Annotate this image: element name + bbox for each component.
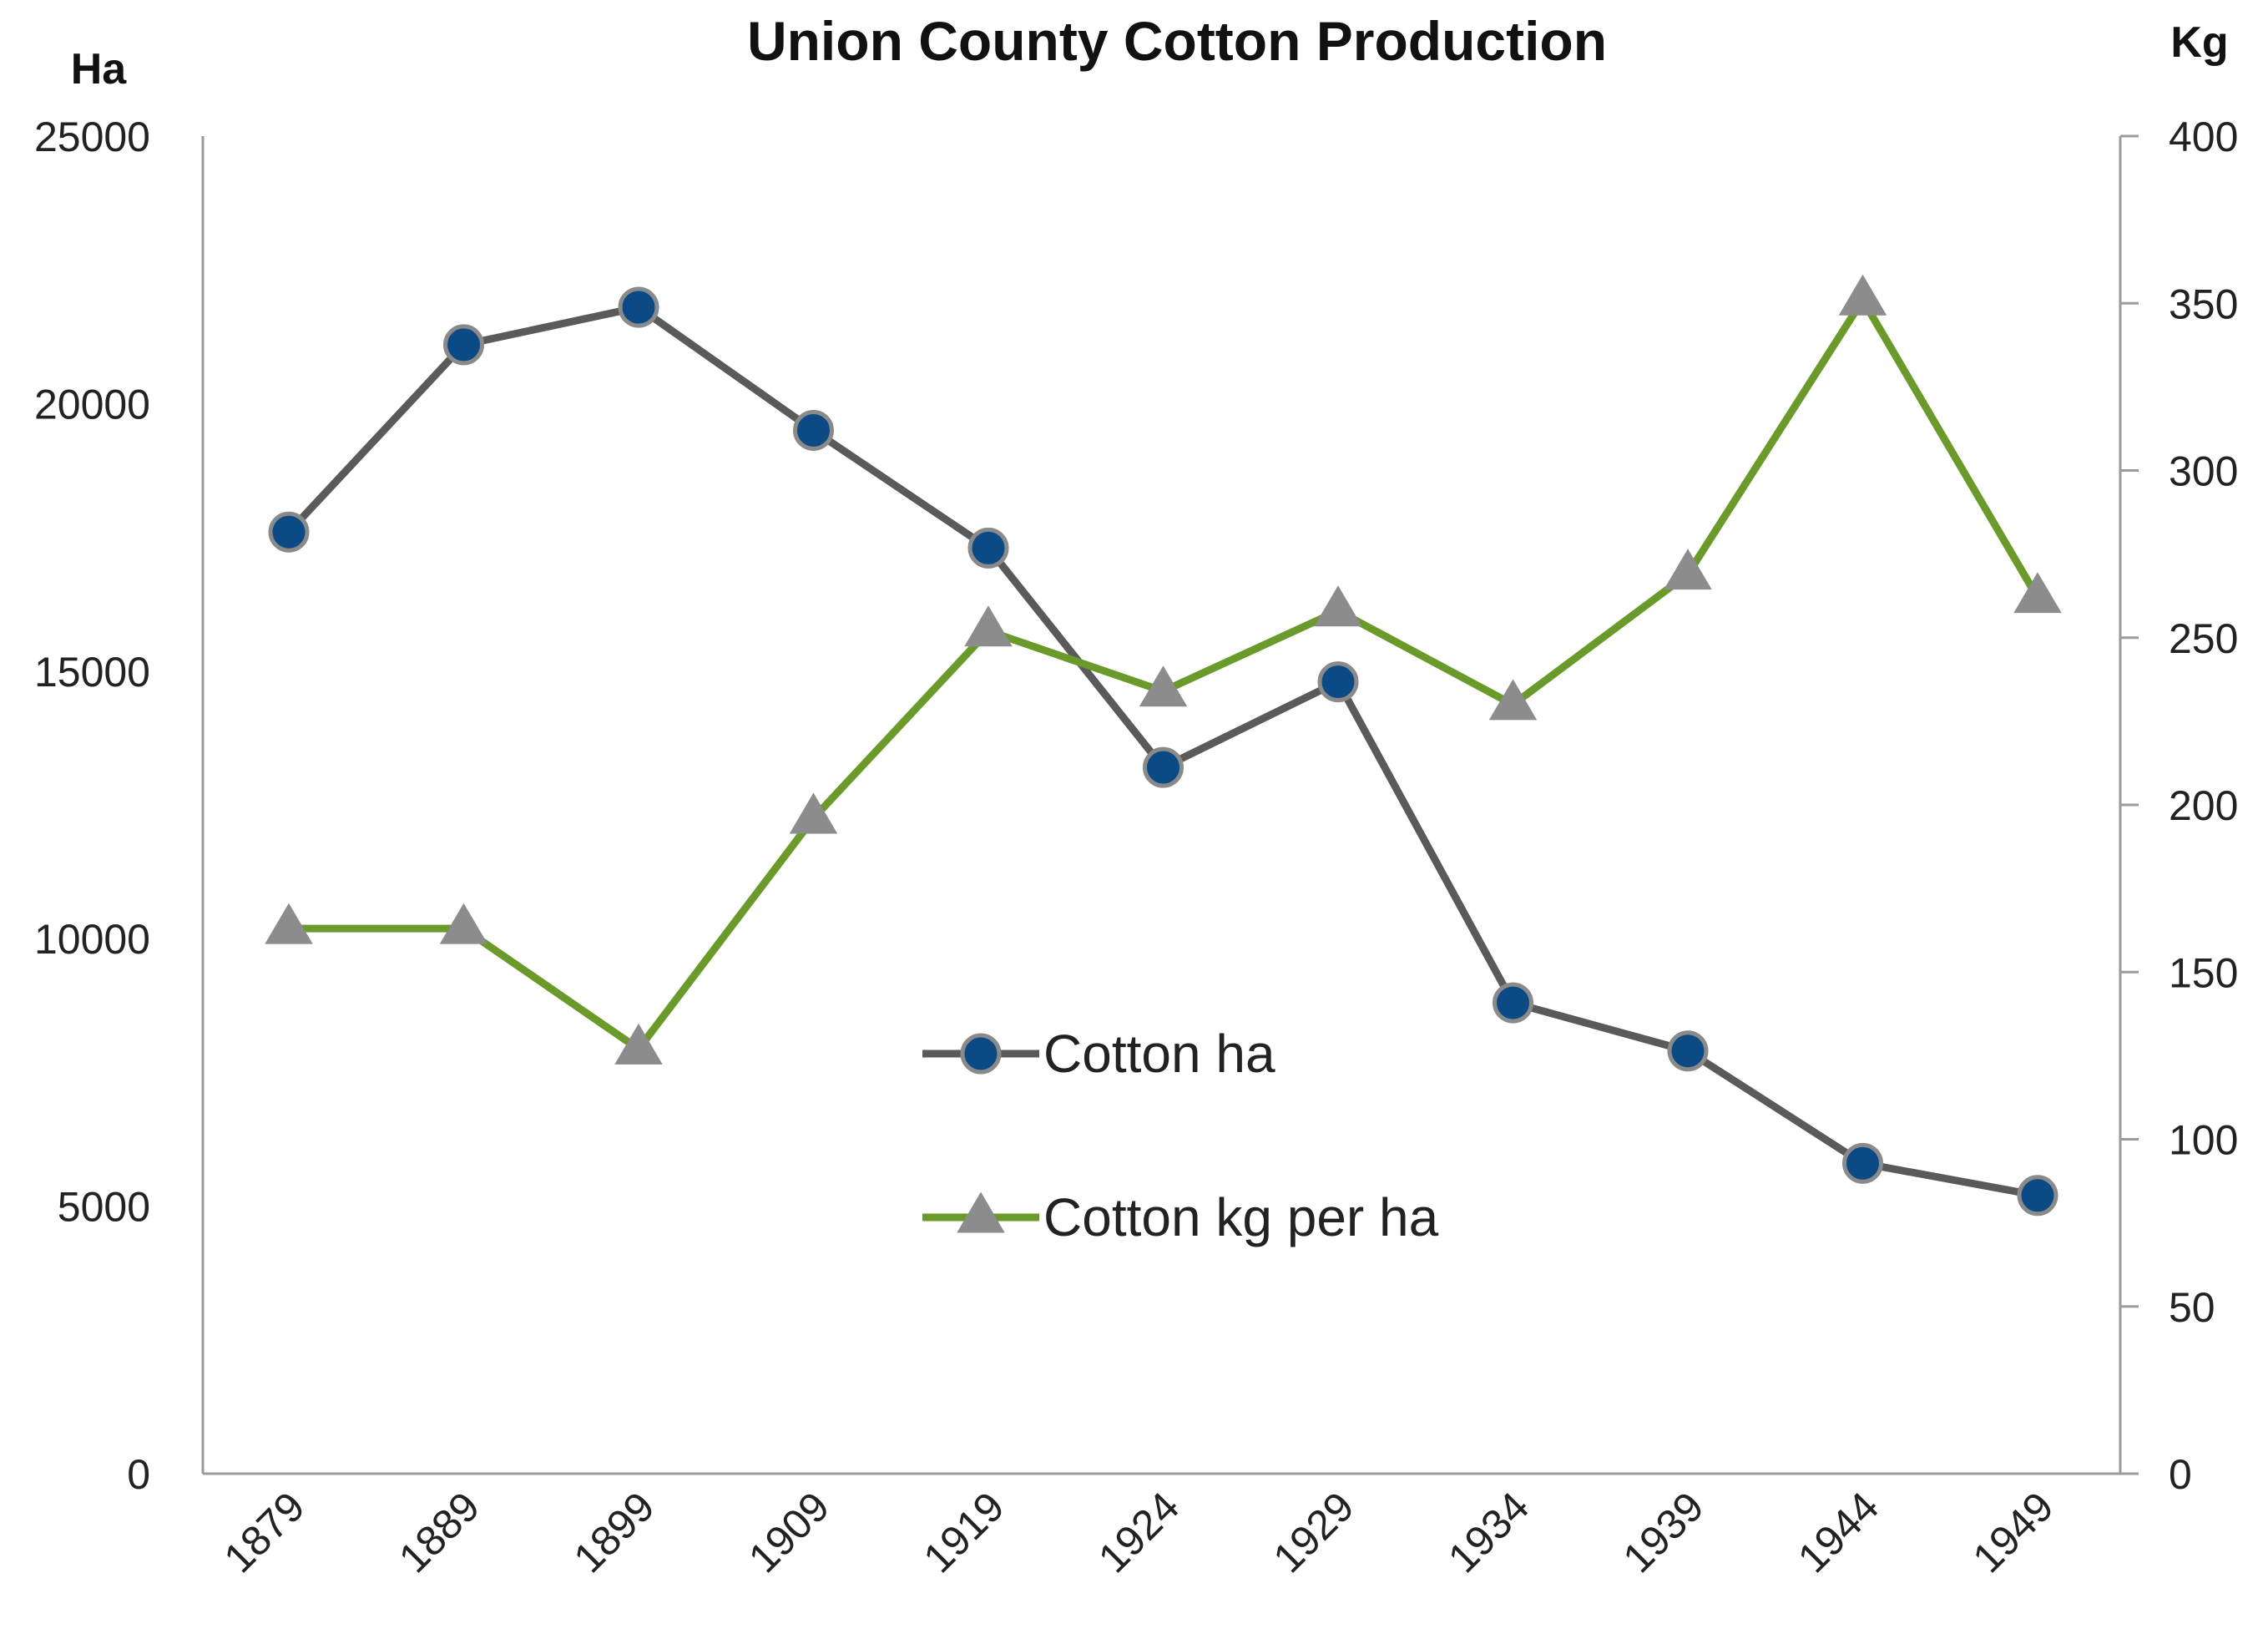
data-point [1139, 665, 1188, 707]
data-point [789, 792, 838, 834]
right-tick-label: 200 [2169, 782, 2238, 829]
left-tick-label: 15000 [34, 649, 150, 696]
data-point [1488, 679, 1538, 721]
right-tick-label: 350 [2169, 281, 2238, 327]
right-tick-label: 50 [2169, 1284, 2215, 1331]
right-axis-title: Kg [2170, 18, 2228, 67]
data-point [1493, 982, 1533, 1024]
right-tick-label: 100 [2169, 1117, 2238, 1164]
data-point [1838, 274, 1887, 316]
legend-label: Cotton kg per ha [1043, 1187, 1439, 1247]
left-tick-label: 20000 [34, 381, 150, 427]
data-point [265, 903, 313, 944]
data-point [1143, 746, 1184, 788]
data-point [1664, 549, 1712, 590]
legend-swatch-marker [960, 1033, 1002, 1075]
right-tick-label: 250 [2169, 615, 2238, 662]
data-point [1667, 1030, 1709, 1072]
data-point [793, 409, 834, 451]
data-point [1317, 661, 1359, 703]
data-point [1842, 1142, 1883, 1184]
left-axis-title: Ha [71, 45, 128, 94]
data-point [967, 527, 1009, 569]
data-point [2017, 1175, 2058, 1217]
data-point [618, 286, 659, 328]
data-point [614, 1023, 663, 1065]
chart-title: Union County Cotton Production [747, 10, 1607, 72]
right-tick-label: 300 [2169, 448, 2238, 495]
data-point [1314, 585, 1362, 627]
series [265, 274, 2062, 1217]
legend: Cotton ha Cotton kg per ha [922, 1024, 1439, 1247]
right-tick-label: 150 [2169, 949, 2238, 996]
right-tick-label: 400 [2169, 114, 2238, 160]
data-point [443, 324, 484, 366]
data-point [2013, 572, 2062, 614]
data-point [268, 511, 310, 553]
legend-swatch-marker [957, 1191, 1005, 1233]
legend-label: Cotton ha [1043, 1024, 1275, 1084]
right-tick-label: 0 [2169, 1451, 2192, 1498]
data-point [439, 903, 488, 944]
left-tick-label: 0 [127, 1451, 150, 1498]
left-tick-label: 5000 [58, 1184, 150, 1231]
left-tick-label: 25000 [34, 114, 150, 160]
left-tick-label: 10000 [34, 916, 150, 963]
data-point [964, 605, 1013, 647]
